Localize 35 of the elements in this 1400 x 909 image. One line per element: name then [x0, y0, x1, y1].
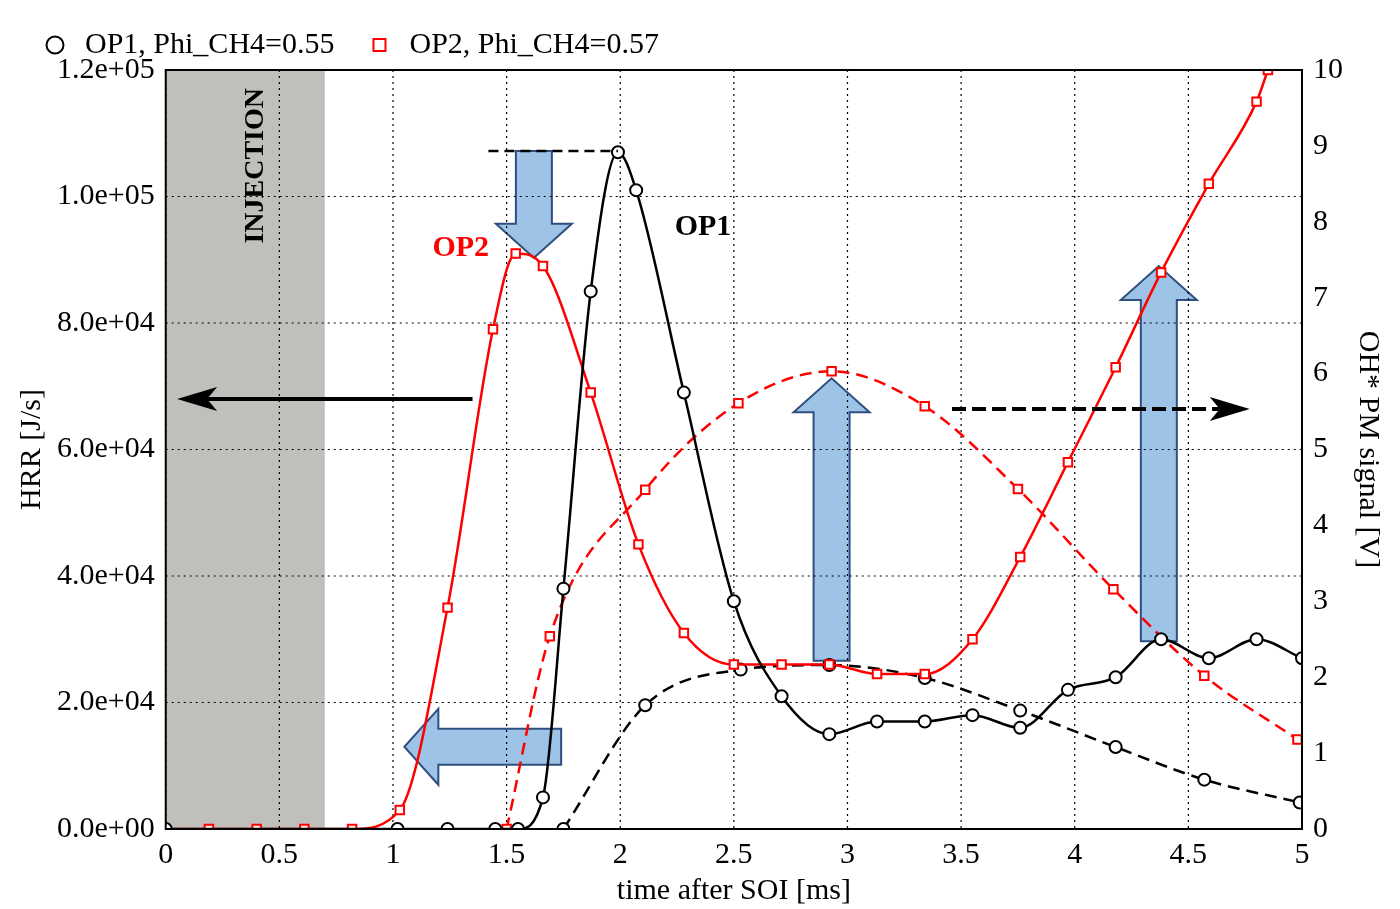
x-tick-label: 2 [612, 835, 628, 869]
y2-tick-label: 0 [1313, 809, 1328, 843]
y2-axis-title: OH* PM signal [V] [1354, 330, 1388, 569]
y2-tick-label: 5 [1313, 430, 1328, 464]
x-tick-label: 4 [1067, 835, 1083, 869]
y-tick-label: 6.0e+04 [57, 430, 155, 464]
x-tick-label: 1.5 [487, 835, 526, 869]
x-tick-label: 5 [1294, 835, 1310, 869]
annotation: OP2 [432, 229, 490, 263]
y2-tick-label: 3 [1313, 582, 1328, 616]
y2-tick-label: 7 [1313, 278, 1328, 312]
x-tick-label: 3 [839, 835, 855, 869]
y-tick-label: 4.0e+04 [57, 556, 155, 590]
x-tick-label: 2.5 [715, 835, 753, 869]
y2-tick-label: 2 [1313, 658, 1328, 692]
y2-tick-label: 4 [1313, 506, 1328, 540]
y-tick-label: 0.0e+00 [57, 809, 155, 843]
x-tick-label: 0.5 [260, 835, 299, 869]
y-tick-label: 2.0e+04 [57, 683, 155, 717]
annotation: OP1 [674, 207, 732, 241]
y2-tick-label: 6 [1313, 354, 1328, 388]
band-label: INJECTION [237, 88, 269, 244]
y-tick-label: 8.0e+04 [57, 303, 155, 337]
y2-tick-label: 1 [1313, 733, 1328, 767]
legend-label: OP2, Phi_CH4=0.57 [409, 25, 659, 59]
y2-tick-label: 9 [1313, 126, 1328, 160]
y-tick-label: 1.0e+05 [57, 177, 155, 211]
x-tick-label: 0 [158, 835, 174, 869]
x-tick-label: 4.5 [1169, 835, 1208, 869]
y-axis-title: HRR [J/s] [12, 389, 46, 510]
x-axis-title: time after SOI [ms] [616, 871, 851, 905]
y2-tick-label: 8 [1313, 202, 1328, 236]
x-tick-label: 1 [385, 835, 401, 869]
x-tick-label: 3.5 [942, 835, 980, 869]
y2-tick-label: 10 [1313, 50, 1343, 84]
